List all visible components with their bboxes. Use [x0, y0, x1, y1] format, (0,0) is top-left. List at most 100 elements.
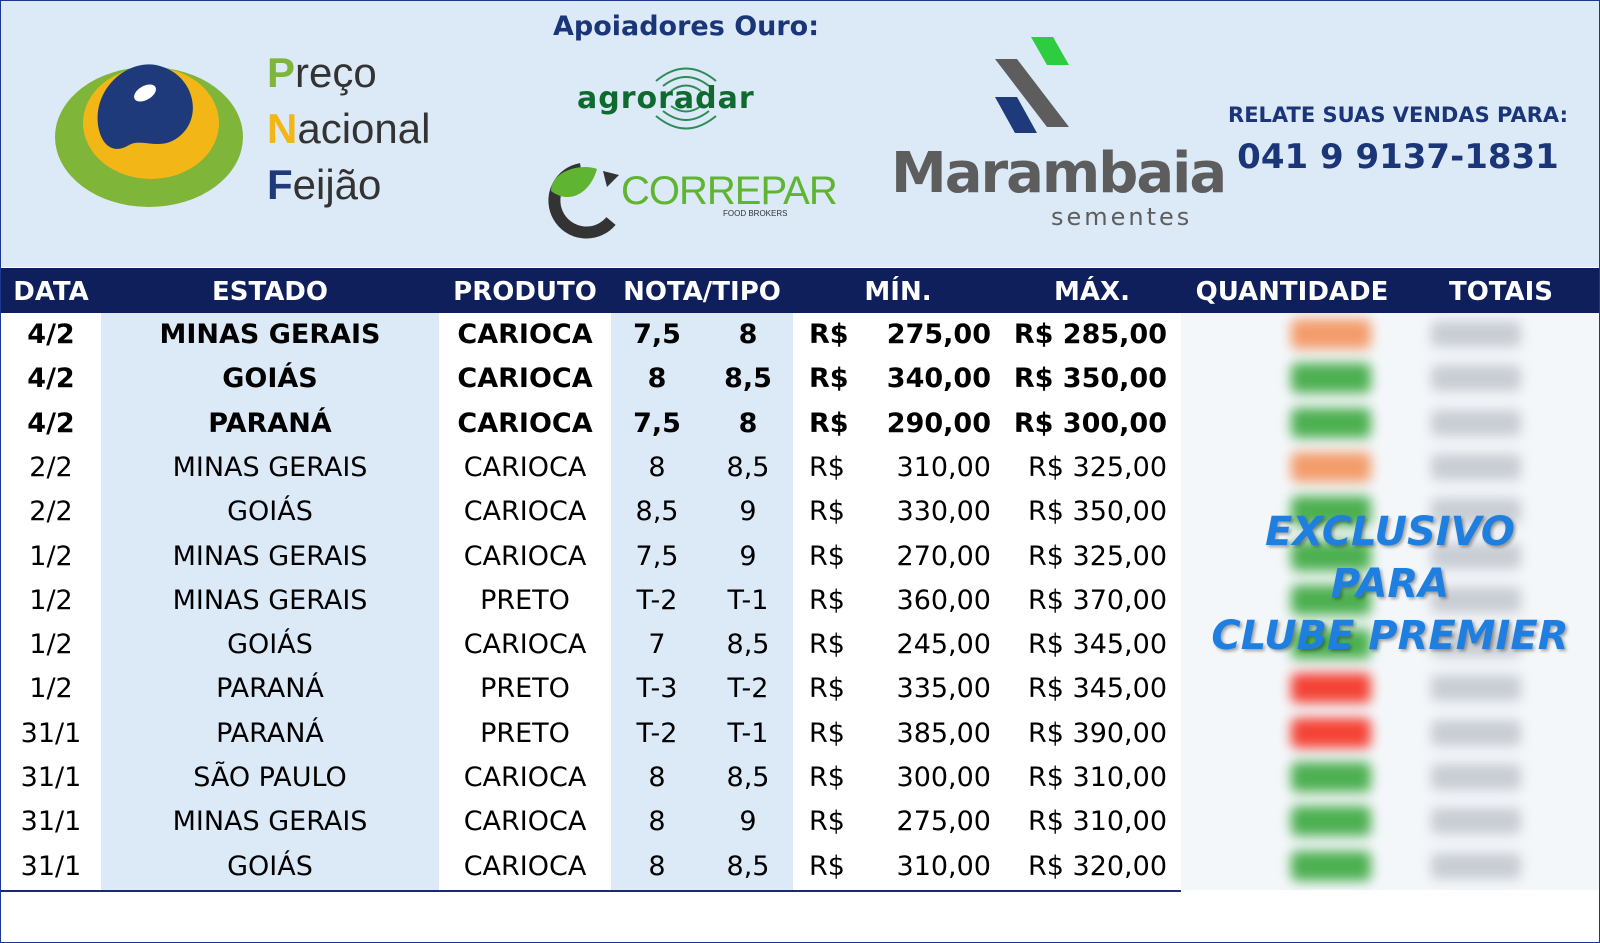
cell-max: R$ 345,00	[1028, 629, 1167, 661]
premium-blurred-area	[1181, 313, 1599, 890]
cell-cur: R$	[809, 629, 845, 661]
table-row: 2/2 MINAS GERAIS CARIOCA 8 8,5 R$ 310,00 R$ 325…	[1, 446, 1181, 490]
cell-max: R$ 320,00	[1028, 850, 1167, 882]
cell-nota2: 8,5	[726, 850, 770, 882]
cell-cur: R$	[809, 806, 845, 838]
cell-estado: MINAS GERAIS	[172, 451, 368, 483]
blurred-total	[1431, 852, 1521, 879]
cell-estado: PARANÁ	[216, 717, 324, 749]
blurred-quantity	[1291, 806, 1371, 837]
table-row: 31/1 MINAS GERAIS CARIOCA 8 9 R$ 275,00 R$ 310,…	[1, 800, 1181, 844]
cell-nota1: T-3	[636, 673, 678, 705]
table-body: 4/2 MINAS GERAIS CARIOCA 7,5 8 R$ 275,00 R$ 285…	[1, 313, 1599, 890]
cell-data: 1/2	[29, 584, 73, 616]
cell-cur: R$	[809, 451, 845, 483]
cell-max: R$ 350,00	[1013, 363, 1167, 395]
cell-data: 31/1	[20, 850, 82, 882]
cell-nota2: 9	[739, 496, 757, 528]
table-row: 31/1 GOIÁS CARIOCA 8 8,5 R$ 310,00 R$ 320,00	[1, 845, 1181, 889]
marambaia-mark-icon	[995, 37, 1069, 133]
logo-initial-p: P	[267, 49, 296, 96]
cell-max: R$ 325,00	[1028, 451, 1167, 483]
blurred-quantity	[1291, 451, 1371, 482]
column-background	[611, 313, 793, 890]
blurred-quantity	[1291, 850, 1371, 881]
sponsors-title: Apoiadores Ouro:	[552, 11, 820, 42]
blurred-quantity	[1291, 584, 1371, 615]
cell-min: 340,00	[886, 363, 991, 395]
blurred-quantity	[1291, 496, 1371, 527]
cell-data: 4/2	[27, 407, 75, 439]
blurred-total	[1431, 808, 1521, 835]
cell-estado: MINAS GERAIS	[172, 584, 368, 616]
exclusive-line: EXCLUSIVO	[1265, 509, 1515, 555]
cell-nota2: T-1	[727, 584, 769, 616]
cell-estado: GOIÁS	[227, 496, 313, 528]
cell-estado: GOIÁS	[227, 850, 313, 882]
table-header: DATA ESTADO PRODUTO NOTA/TIPO MÍN. MÁX. …	[1, 268, 1599, 313]
cell-nota1: 8	[647, 363, 667, 395]
cell-max: R$ 350,00	[1028, 496, 1167, 528]
cell-produto: PRETO	[480, 717, 570, 749]
cell-data: 1/2	[29, 673, 73, 705]
table-row: 1/2 MINAS GERAIS PRETO T-2 T-1 R$ 360,00 R$ 370…	[1, 579, 1181, 623]
blurred-quantity	[1291, 319, 1371, 349]
cell-nota2: 8,5	[726, 629, 770, 661]
cell-produto: CARIOCA	[463, 540, 587, 572]
cell-estado: GOIÁS	[227, 629, 313, 661]
blurred-quantity	[1291, 363, 1371, 394]
cell-nota1: 8	[648, 451, 666, 483]
cell-min: 275,00	[886, 319, 991, 350]
cell-nota1: T-2	[636, 717, 678, 749]
cell-produto: CARIOCA	[463, 451, 587, 483]
blurred-quantity	[1291, 540, 1371, 571]
col-header-min: MÍN.	[864, 277, 932, 307]
cell-cur: R$	[809, 496, 845, 528]
cell-estado: GOIÁS	[222, 363, 318, 395]
cell-nota1: 8	[648, 762, 666, 793]
cell-data: 31/1	[20, 762, 82, 793]
cell-nota1: T-2	[636, 584, 678, 616]
cell-min: 310,00	[896, 451, 991, 483]
cell-nota2: 8	[738, 319, 758, 350]
table-row: 1/2 GOIÁS CARIOCA 7 8,5 R$ 245,00 R$ 345,00	[1, 623, 1181, 667]
cell-cur: R$	[809, 717, 845, 749]
logo-line: Preço	[267, 45, 430, 101]
cell-max: R$ 300,00	[1013, 407, 1167, 439]
cell-data: 31/1	[20, 717, 82, 749]
blurred-total	[1431, 631, 1521, 658]
blurred-quantity	[1291, 762, 1371, 792]
table-bottom-border	[1, 890, 1181, 892]
cell-produto: CARIOCA	[457, 319, 593, 350]
table-row: 31/1 PARANÁ PRETO T-2 T-1 R$ 385,00 R$ 390,00	[1, 712, 1181, 756]
cell-nota2: 8,5	[726, 451, 770, 483]
logo-line: Feijão	[267, 157, 430, 213]
cell-nota2: 9	[739, 806, 757, 838]
logo-word: eijão	[292, 161, 382, 208]
cell-produto: CARIOCA	[463, 496, 587, 528]
cell-produto: CARIOCA	[457, 363, 593, 395]
blurred-total	[1431, 764, 1521, 790]
header-band: Preço Nacional Feijão Apoiadores Ouro: a…	[1, 1, 1599, 267]
cell-estado: MINAS GERAIS	[172, 806, 368, 838]
blurred-total	[1431, 453, 1521, 480]
col-header-nota: NOTA/TIPO	[623, 277, 781, 307]
agroradar-waves-icon	[655, 67, 717, 130]
cell-max: R$ 325,00	[1028, 540, 1167, 572]
cell-max: R$ 345,00	[1028, 673, 1167, 705]
cell-min: 245,00	[896, 629, 991, 661]
correpar-logo: CORREPAR	[621, 169, 838, 213]
cell-nota2: T-1	[727, 717, 769, 749]
cell-estado: MINAS GERAIS	[172, 540, 368, 572]
column-background	[101, 313, 439, 890]
cell-data: 31/1	[20, 806, 82, 838]
cell-nota2: T-2	[727, 673, 769, 705]
cell-min: 385,00	[896, 717, 991, 749]
cell-nota1: 7	[648, 629, 666, 661]
cell-nota1: 8,5	[635, 496, 679, 528]
exclusive-line: PARA	[1330, 561, 1450, 607]
table-row: 2/2 GOIÁS CARIOCA 8,5 9 R$ 330,00 R$ 350,00	[1, 490, 1181, 534]
col-header-max: MÁX.	[1054, 277, 1130, 307]
table-row: 31/1 SÃO PAULO CARIOCA 8 8,5 R$ 300,00 R$ 310,0…	[1, 756, 1181, 800]
